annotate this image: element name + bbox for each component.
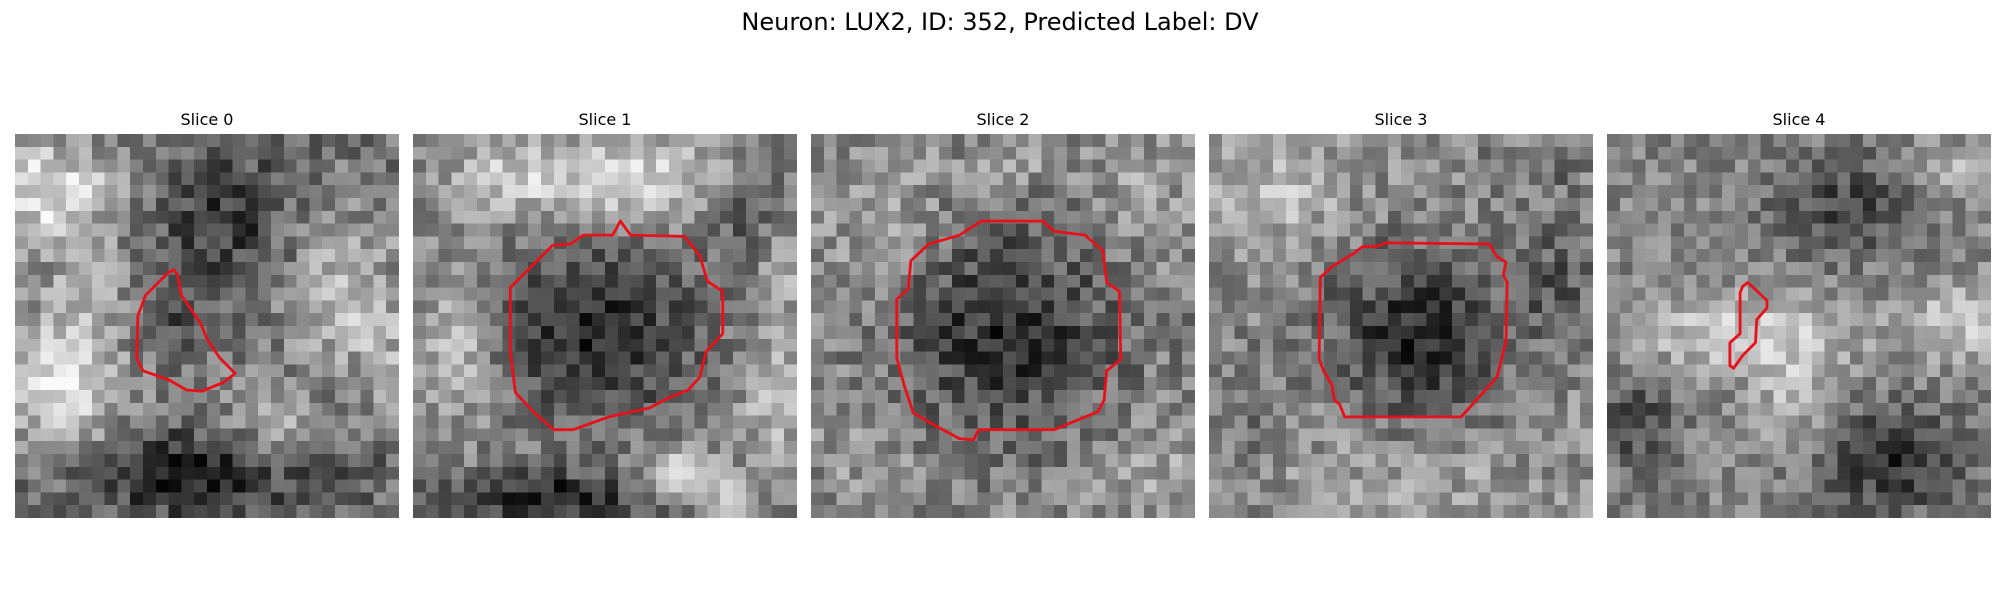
slice-panel-4: Slice 4 [1607, 108, 1991, 518]
slice-title-1: Slice 1 [578, 110, 632, 129]
slice-image-0 [15, 134, 399, 518]
roi-contour-1 [508, 219, 725, 432]
slice-panel-3: Slice 3 [1209, 108, 1593, 518]
contour-overlay-1 [508, 219, 725, 432]
figure-title: Neuron: LUX2, ID: 352, Predicted Label: … [741, 8, 1259, 36]
slice-title-4: Slice 4 [1772, 110, 1826, 129]
roi-contour-2 [895, 219, 1123, 442]
slice-image-4 [1607, 134, 1991, 518]
slice-panel-1: Slice 1 [413, 108, 797, 518]
slice-panel-0: Slice 0 [15, 108, 399, 518]
roi-contour-3 [1317, 241, 1509, 419]
roi-contour-4 [1728, 281, 1769, 370]
roi-contour-0 [135, 268, 237, 393]
slice-title-3: Slice 3 [1374, 110, 1428, 129]
slice-title-0: Slice 0 [180, 110, 234, 129]
contour-overlay-2 [895, 219, 1123, 442]
slice-panel-2: Slice 2 [811, 108, 1195, 518]
contour-overlay-3 [1317, 241, 1509, 419]
contour-overlay-0 [135, 268, 237, 393]
contour-overlay-4 [1728, 281, 1769, 370]
slice-image-1 [413, 134, 797, 518]
slice-image-2 [811, 134, 1195, 518]
slice-image-3 [1209, 134, 1593, 518]
slice-title-2: Slice 2 [976, 110, 1030, 129]
